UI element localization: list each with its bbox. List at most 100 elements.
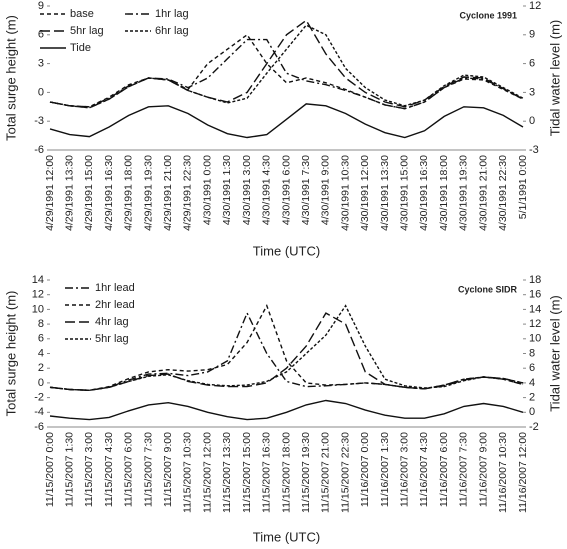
y-tick-label: 0 [38,377,44,389]
y2-tick-label: 9 [529,29,535,41]
x-tick-label: 4/30/1991 13:30 [379,155,391,231]
x-axis-title: Time (UTC) [253,529,320,544]
y2-axis-title: Tidal water level (m) [547,20,562,137]
y-axis-title: Total surge height (m) [3,291,18,417]
y-tick-label: -3 [34,115,44,127]
y-axis-title: Total surge height (m) [3,15,18,141]
x-tick-label: 4/30/1991 16:30 [418,155,430,231]
chart-annotation: Cyclone SIDR [458,284,518,294]
x-tick-label: 11/15/2007 10:30 [182,432,194,513]
y-tick-label: -2 [34,392,44,404]
y-tick-label: -4 [34,406,44,418]
legend-label: Tide [70,42,91,54]
y2-tick-label: 16 [529,289,541,301]
y-tick-label: -6 [34,144,44,156]
y-tick-label: 3 [38,58,44,70]
y-tick-label: 14 [32,274,44,286]
y2-tick-label: 18 [529,274,541,286]
x-tick-label: 11/15/2007 22:30 [339,432,351,513]
x-tick-label: 4/30/1991 4:30 [261,155,273,225]
series-line [49,304,524,392]
y-tick-label: 2 [38,362,44,374]
x-tick-label: 11/15/2007 6:00 [123,432,135,507]
series-line [49,19,524,109]
y2-tick-label: 12 [529,0,541,12]
y-tick-label: 4 [38,347,44,359]
x-tick-label: 11/16/2007 12:00 [517,432,529,513]
y2-tick-label: 8 [529,347,535,359]
x-tick-label: 4/30/1991 6:00 [280,155,292,225]
legend-label: 4hr lag [95,316,129,328]
x-tick-label: 11/15/2007 21:00 [320,432,332,513]
series-line [49,24,524,109]
y-tick-label: -6 [34,421,44,433]
y2-tick-label: 3 [529,86,535,98]
x-tick-label: 4/30/1991 21:00 [477,155,489,231]
x-tick-label: 4/30/1991 10:30 [339,155,351,231]
y-tick-label: 6 [38,29,44,41]
y-tick-label: 10 [32,303,44,315]
series-line [49,312,524,392]
legend-label: 1hr lag [155,8,189,20]
series-line [49,399,524,421]
y-tick-label: 6 [38,333,44,345]
x-tick-label: 11/15/2007 7:30 [142,432,154,507]
x-tick-label: 4/30/1991 19:30 [458,155,470,231]
y-tick-label: 0 [38,86,44,98]
x-tick-label: 11/15/2007 1:30 [63,432,75,507]
x-tick-label: 11/16/2007 0:00 [359,432,371,507]
series-line [49,38,524,110]
x-tick-label: 4/30/1991 7:30 [300,155,312,225]
x-tick-label: 4/30/1991 15:00 [399,155,411,231]
y2-tick-label: 2 [529,392,535,404]
y2-tick-label: 6 [529,58,535,70]
y2-tick-label: -3 [529,144,539,156]
x-tick-label: 4/29/1991 16:30 [103,155,115,231]
x-tick-label: 4/30/1991 18:00 [438,155,450,231]
x-tick-label: 4/30/1991 1:30 [221,155,233,225]
y2-tick-label: 10 [529,333,541,345]
legend-label: 5hr lag [95,333,129,345]
x-tick-label: 4/29/1991 15:00 [83,155,95,231]
y2-tick-label: -2 [529,421,539,433]
series-line [49,311,524,392]
chart-annotation: Cyclone 1991 [459,10,517,20]
y2-tick-label: 12 [529,318,541,330]
x-tick-label: 11/15/2007 19:30 [300,432,312,513]
x-tick-label: 11/16/2007 6:00 [438,432,450,507]
y2-tick-label: 4 [529,377,535,389]
x-tick-label: 11/15/2007 3:00 [83,432,95,507]
y2-tick-label: 14 [529,303,541,315]
y2-tick-label: 6 [529,362,535,374]
x-tick-label: 11/16/2007 9:00 [477,432,489,507]
x-tick-label: 4/29/1991 12:00 [44,155,56,231]
x-tick-label: 11/15/2007 0:00 [44,432,56,507]
x-tick-label: 4/29/1991 19:30 [142,155,154,231]
x-tick-label: 11/16/2007 10:30 [497,432,509,513]
x-axis-title: Time (UTC) [253,243,320,258]
legend-label: 2hr lead [95,299,135,311]
x-tick-label: 11/15/2007 12:00 [201,432,213,513]
series-line [49,103,524,139]
x-tick-label: 4/29/1991 21:00 [162,155,174,231]
x-tick-label: 11/15/2007 15:00 [241,432,253,513]
y-tick-label: 9 [38,0,44,12]
x-tick-label: 4/30/1991 0:00 [201,155,213,225]
x-tick-label: 4/30/1991 9:00 [320,155,332,225]
x-tick-label: 11/15/2007 9:00 [162,432,174,507]
legend-label: base [70,8,94,20]
x-tick-label: 4/29/1991 18:00 [123,155,135,231]
x-tick-label: 11/16/2007 4:30 [418,432,430,507]
x-tick-label: 11/16/2007 7:30 [458,432,470,507]
x-tick-label: 11/15/2007 18:00 [280,432,292,513]
legend-label: 6hr lag [155,25,189,37]
x-tick-label: 11/15/2007 4:30 [103,432,115,507]
legend-label: 5hr lag [70,25,104,37]
x-tick-label: 4/30/1991 3:00 [241,155,253,225]
y-tick-label: 12 [32,289,44,301]
x-tick-label: 11/16/2007 3:00 [399,432,411,507]
x-tick-label: 11/16/2007 1:30 [379,432,391,507]
x-tick-label: 11/15/2007 13:30 [221,432,233,513]
y-tick-label: 8 [38,318,44,330]
